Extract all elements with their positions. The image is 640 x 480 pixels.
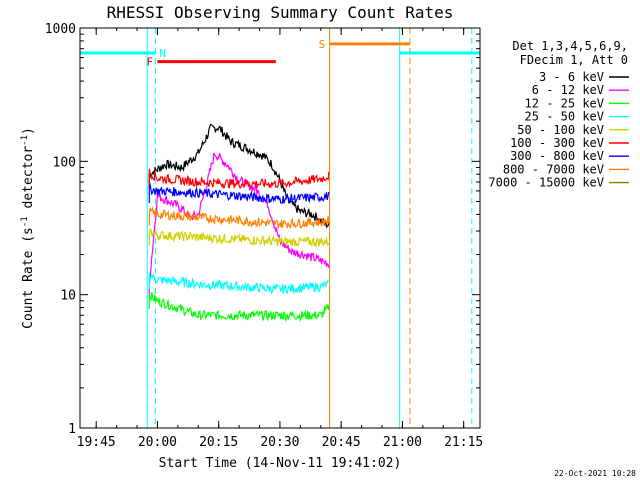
- legend-label-12-25-kev: 12 - 25 keV: [525, 96, 604, 110]
- y-axis-label-mid: detector: [21, 146, 36, 217]
- x-axis-ticks: 19:45 20:00 20:15 20:30 20:45 21:00 21:15: [77, 28, 483, 450]
- legend-label-50-100-kev: 50 - 100 keV: [517, 123, 604, 137]
- legend-label-25-50-kev: 25 - 50 keV: [525, 110, 604, 124]
- y-axis-label-main: Count Rate (s: [21, 227, 36, 329]
- series-800-7000-kev: [148, 206, 330, 229]
- footer-timestamp: 22-Oct-2021 10:28: [554, 469, 636, 478]
- series-3-6-kev: [148, 123, 330, 229]
- series-layer: [148, 123, 330, 323]
- legend-label-7000-15000-kev: 7000 - 15000 keV: [488, 176, 604, 190]
- y-axis-label-sup2: -1: [20, 135, 30, 146]
- x-tick-label: 20:15: [199, 435, 238, 450]
- chart-title: RHESSI Observing Summary Count Rates: [107, 3, 454, 22]
- x-axis-label: Start Time (14-Nov-11 19:41:02): [159, 456, 402, 471]
- series-300-800-kev: [148, 182, 330, 204]
- y-axis-label: Count Rate (s-1 detector-1): [20, 127, 36, 329]
- flag-label-n: N: [159, 47, 166, 60]
- y-axis-ticks: 1 10 100 1000: [45, 22, 480, 437]
- y-tick-label: 10: [60, 289, 76, 304]
- series-100-300-kev: [148, 168, 330, 190]
- y-axis-label-sup1: -1: [20, 216, 30, 227]
- x-tick-label: 20:00: [138, 435, 177, 450]
- x-tick-label: 19:45: [77, 435, 116, 450]
- flag-label-s: S: [319, 38, 326, 51]
- legend-label-800-7000-kev: 800 - 7000 keV: [503, 162, 604, 176]
- flags-layer: NF S: [80, 38, 480, 69]
- plot-frame: [79, 27, 481, 429]
- series-50-100-kev: [148, 228, 330, 248]
- legend-label-100-300-kev: 100 - 300 keV: [510, 136, 604, 150]
- y-tick-label: 100: [53, 155, 76, 170]
- legend-header-detectors: Det 1,3,4,5,6,9,: [512, 39, 628, 53]
- legend-header-fdecim: FDecim 1, Att 0: [520, 53, 628, 67]
- series-12-25-kev: [148, 291, 330, 323]
- legend-label-6-12-kev: 6 - 12 keV: [532, 83, 604, 97]
- y-axis-label-end: ): [21, 127, 36, 135]
- flag-label-f: F: [146, 56, 153, 69]
- legend: Det 1,3,4,5,6,9, FDecim 1, Att 0 3 - 6 k…: [488, 39, 629, 190]
- series-25-50-kev: [148, 272, 330, 296]
- x-tick-label: 20:30: [260, 435, 299, 450]
- y-tick-label: 1000: [45, 22, 76, 37]
- plot-lines: [79, 28, 473, 428]
- legend-label-300-800-kev: 300 - 800 keV: [510, 149, 604, 163]
- legend-label-3-6-kev: 3 - 6 keV: [539, 70, 604, 84]
- series-6-12-kev: [148, 152, 330, 299]
- y-tick-label: 1: [68, 422, 76, 437]
- x-tick-label: 20:45: [322, 435, 361, 450]
- x-tick-label: 21:00: [383, 435, 422, 450]
- x-tick-label: 21:15: [444, 435, 483, 450]
